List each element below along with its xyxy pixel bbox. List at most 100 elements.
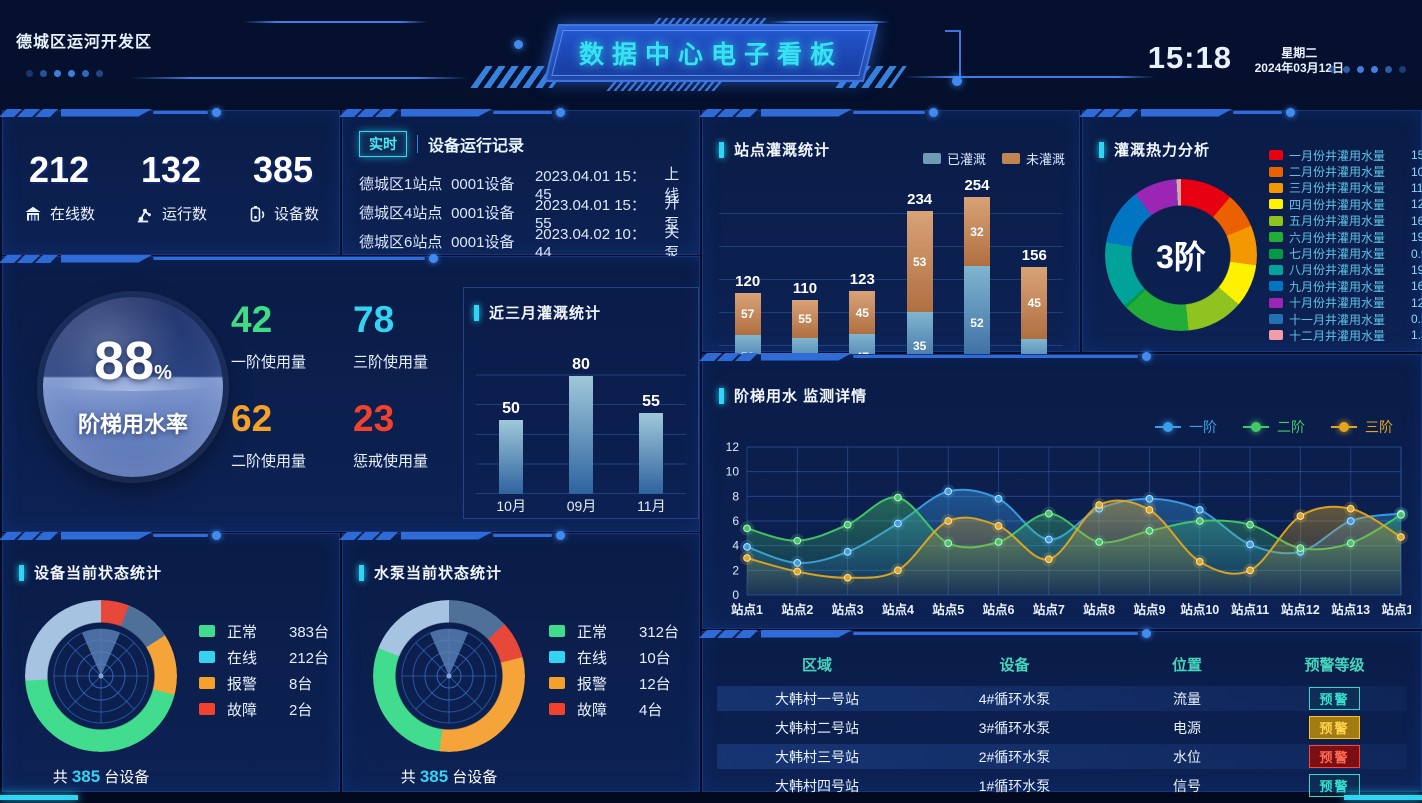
legend-item[interactable]: 十月份井灌用水量 12.3% <box>1269 295 1422 311</box>
legend-swatch <box>1269 297 1283 308</box>
legend-item[interactable]: 故障 2台 <box>199 696 329 722</box>
cell-position: 水位 <box>1173 748 1201 765</box>
x-axis-label: 站点11 <box>1231 602 1269 617</box>
data-point <box>994 522 1003 530</box>
legend-label: 九月份井灌用水量 <box>1289 279 1386 294</box>
donut-center-label: 3阶 <box>1156 239 1206 275</box>
legend-item[interactable]: 未灌溉 <box>1001 149 1065 168</box>
bar-column: 80 <box>569 356 593 494</box>
data-point <box>994 494 1003 503</box>
cell-device: 4#循环水泵 <box>978 690 1051 707</box>
bar-column: 50 <box>499 400 523 494</box>
legend-swatch <box>549 651 565 663</box>
legend-item[interactable]: 十一月井灌用水量 0.3% <box>1269 311 1422 327</box>
legend-swatch <box>549 677 565 689</box>
log-station: 德城区6站点 <box>359 234 443 251</box>
legend-swatch <box>1269 199 1283 210</box>
stat-running-label: 运行数 <box>161 206 207 223</box>
legend-item[interactable]: 故障 4台 <box>549 696 679 722</box>
bar-segment-unirrigated: 57 <box>734 293 761 335</box>
x-axis-label: 站点12 <box>1281 602 1320 617</box>
log-row: 德城区4站点 0001设备 2023.04.01 15：55 开泵 <box>359 195 689 233</box>
cell-area: 大韩村三号站 <box>775 748 859 765</box>
bar-total-label: 156 <box>1021 247 1047 264</box>
rainbow-donut-chart <box>1105 179 1257 331</box>
legend-item[interactable]: 三阶 <box>1331 417 1393 437</box>
legend-label: 已灌溉 <box>946 152 986 167</box>
total-prefix: 共 <box>52 769 68 786</box>
legend-item[interactable]: 一阶 <box>1155 417 1217 437</box>
panel-monitor-detail: 阶梯用水 监测详情 一阶 二阶 三阶 0 2 4 6 8 10 12 站点1 站点2 站点3 站点4 站点… <box>699 352 1422 629</box>
legend-item[interactable]: 九月份井灌用水量 16.5% <box>1269 278 1422 294</box>
legend-item[interactable]: 八月份井灌用水量 19.4% <box>1269 262 1422 278</box>
legend-value: 16.5% <box>1411 279 1422 294</box>
legend-item[interactable]: 十二月井灌用水量 1.3% <box>1269 327 1422 343</box>
bar-total-label: 254 <box>964 177 990 194</box>
bar-total-label: 120 <box>735 273 761 290</box>
legend-item[interactable]: 五月份井灌用水量 16.5% <box>1269 213 1422 229</box>
legend-swatch <box>922 153 941 164</box>
warning-table-body: 大韩村一号站 4#循环水泵 流量 预警 大韩村二号站 3#循环水泵 电源 预警 大韩村三号站 2#… <box>717 686 1407 802</box>
legend-item[interactable]: 七月份井灌用水量 0.95% <box>1269 245 1422 261</box>
data-point <box>894 493 902 502</box>
water-rate-value: 88 <box>94 331 155 391</box>
table-header: 区域 设备 位置 预警等级 <box>717 654 1407 675</box>
recent-months-box: 近三月灌溉统计 50 80 55 10月 09月 11月 <box>463 287 699 519</box>
tier3-usage-value: 78 <box>353 299 395 340</box>
cell-level: 预警 <box>1262 687 1407 710</box>
panel-device-log: 实时 设备运行记录 德城区1站点 0001设备 2023.04.01 15：45 上线… <box>339 108 700 262</box>
bar <box>499 420 523 494</box>
legend-item[interactable]: 二月份井灌用水量 10.25 <box>1269 163 1422 179</box>
water-rate-gauge: 88% 阶梯用水率 <box>43 297 223 477</box>
data-point <box>1346 517 1355 525</box>
legend-item[interactable]: 报警 12台 <box>549 670 679 696</box>
col-device: 设备 <box>999 657 1030 674</box>
cell-level: 预警 <box>1262 716 1407 739</box>
bar-segment-unirrigated: 32 <box>963 197 990 266</box>
legend-swatch <box>1269 215 1283 226</box>
data-point <box>1145 526 1154 535</box>
legend-item[interactable]: 二阶 <box>1243 417 1305 437</box>
data-point <box>1195 517 1204 525</box>
legend-value: 12台 <box>639 675 671 693</box>
svg-text:10: 10 <box>726 465 740 479</box>
log-time: 2023.04.01 15：55 <box>534 196 646 232</box>
legend-item[interactable]: 四月份井灌用水量 12.3% <box>1269 196 1422 212</box>
data-point <box>843 573 852 582</box>
radar-icon <box>53 628 149 724</box>
legend-label: 三月份井灌用水量 <box>1289 181 1386 196</box>
x-axis-label: 站点5 <box>932 602 964 617</box>
cell-device: 2#循环水泵 <box>978 748 1051 765</box>
log-device: 0001设备 <box>451 205 515 222</box>
usage-stat: 78 三阶使用量 <box>353 299 475 398</box>
total-suffix: 台设备 <box>104 769 150 786</box>
header-line-left <box>130 77 468 79</box>
svg-text:0: 0 <box>732 588 739 602</box>
log-station: 德城区4站点 <box>359 205 443 222</box>
data-point <box>1296 544 1305 553</box>
legend-item[interactable]: 已灌溉 <box>922 149 986 168</box>
date-block: 星期二 2024年03月12日 <box>1255 46 1344 76</box>
legend-label: 正常 <box>577 623 608 641</box>
legend-item[interactable]: 六月份井灌用水量 19.4% <box>1269 229 1422 245</box>
usage-stat: 42 一阶使用量 <box>231 299 353 398</box>
legend-item[interactable]: 正常 383台 <box>199 618 329 644</box>
panel-warning-table: 区域 设备 位置 预警等级 大韩村一号站 4#循环水泵 流量 预警 大韩村二号站 3#循环… <box>699 629 1422 797</box>
legend-value: 10.25 <box>1411 164 1422 179</box>
legend-value: 383台 <box>289 623 330 641</box>
radar-icon <box>401 628 497 724</box>
bar-column: 234 53 35 <box>906 191 933 379</box>
title-marker <box>359 564 364 581</box>
recent-months-title: 近三月灌溉统计 <box>489 305 602 322</box>
data-point <box>944 539 953 548</box>
legend-item[interactable]: 三月份井灌用水量 11.5% <box>1269 180 1422 196</box>
legend-label: 二阶 <box>1277 419 1305 435</box>
legend-item[interactable]: 报警 8台 <box>199 670 329 696</box>
legend-item[interactable]: 在线 212台 <box>199 644 329 670</box>
x-axis-label: 站点1 <box>731 602 763 617</box>
legend-item[interactable]: 在线 10台 <box>549 644 679 670</box>
legend-swatch <box>1269 281 1283 292</box>
legend-item[interactable]: 一月份井灌用水量 15.2% <box>1269 147 1422 163</box>
banner-bracket-right <box>945 30 961 76</box>
legend-item[interactable]: 正常 312台 <box>549 618 679 644</box>
